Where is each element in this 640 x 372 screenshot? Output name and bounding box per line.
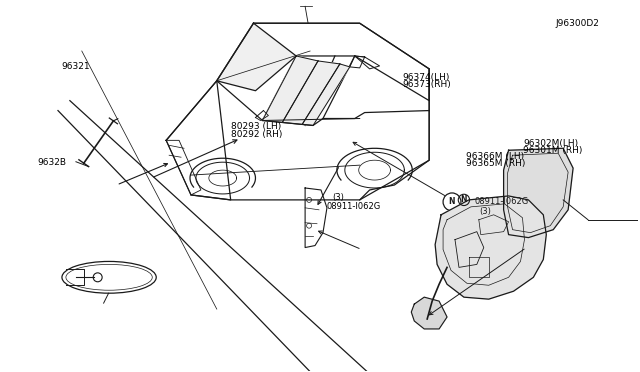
Polygon shape <box>412 297 447 329</box>
Text: J96300D2: J96300D2 <box>555 19 599 28</box>
Text: 96302M(LH): 96302M(LH) <box>524 139 579 148</box>
Polygon shape <box>435 196 547 299</box>
Text: 96373(RH): 96373(RH) <box>403 80 451 89</box>
Text: N: N <box>461 195 467 204</box>
Text: 80292 (RH): 80292 (RH) <box>231 130 282 139</box>
Text: 08911-I062G: 08911-I062G <box>326 202 381 211</box>
Polygon shape <box>282 61 340 125</box>
Polygon shape <box>504 148 573 238</box>
Text: 96374(LH): 96374(LH) <box>403 73 450 81</box>
Text: N: N <box>448 198 454 206</box>
Text: 9632B: 9632B <box>37 157 66 167</box>
Polygon shape <box>302 64 350 125</box>
Text: 96301M (RH): 96301M (RH) <box>524 147 582 155</box>
Text: 96366M (LH): 96366M (LH) <box>466 152 524 161</box>
Text: 96321: 96321 <box>61 61 90 71</box>
Text: 08911-I062G: 08911-I062G <box>475 198 529 206</box>
Polygon shape <box>262 56 318 122</box>
Circle shape <box>451 226 458 233</box>
Text: 80293 (LH): 80293 (LH) <box>231 122 282 131</box>
Text: 96365M (RH): 96365M (RH) <box>466 159 525 169</box>
Polygon shape <box>217 23 296 91</box>
Text: (3): (3) <box>333 193 344 202</box>
Text: (3): (3) <box>479 207 491 216</box>
